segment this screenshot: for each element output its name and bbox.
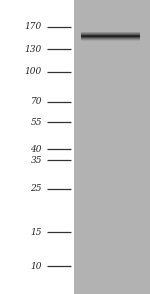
Text: 15: 15 bbox=[30, 228, 42, 236]
Text: 35: 35 bbox=[30, 156, 42, 165]
Text: 10: 10 bbox=[30, 262, 42, 271]
Text: 170: 170 bbox=[25, 22, 42, 31]
Bar bbox=[74, 0, 150, 294]
Text: 70: 70 bbox=[30, 97, 42, 106]
Text: 55: 55 bbox=[30, 118, 42, 127]
Text: 25: 25 bbox=[30, 184, 42, 193]
Text: 100: 100 bbox=[25, 67, 42, 76]
Text: 40: 40 bbox=[30, 145, 42, 153]
Text: 130: 130 bbox=[25, 45, 42, 54]
Bar bbox=[0, 0, 74, 294]
